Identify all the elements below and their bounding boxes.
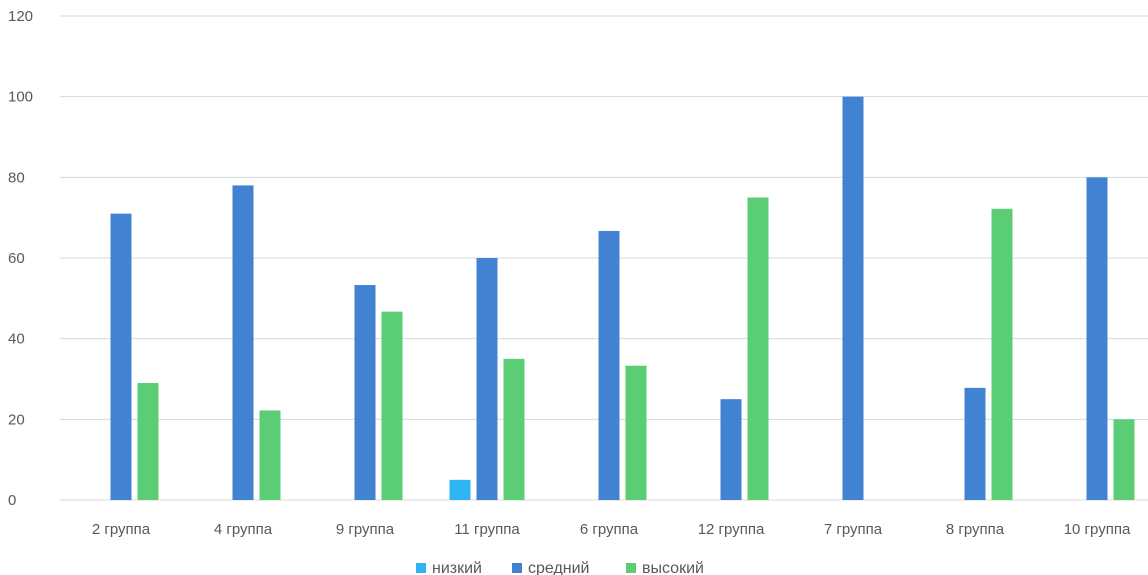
bar-высокий-2 — [259, 410, 281, 500]
bar-высокий-8 — [991, 208, 1013, 500]
x-tick-label: 12 группа — [698, 521, 765, 538]
bar-высокий-5 — [625, 365, 647, 500]
y-tick-label: 100 — [8, 89, 33, 106]
legend-swatch-высокий — [626, 563, 636, 573]
y-tick-label: 120 — [8, 8, 33, 25]
y-axis-ticks: 0 20 40 60 80 100 120 — [8, 8, 33, 509]
x-tick-label: 6 группа — [580, 521, 639, 538]
bar-средний-1 — [110, 213, 132, 500]
bar-средний-6 — [720, 399, 742, 500]
legend-label-низкий: низкий — [432, 560, 482, 575]
bar-высокий-9 — [1113, 419, 1135, 500]
bar-средний-3 — [354, 285, 376, 500]
bar-средний-7 — [842, 96, 864, 501]
y-tick-label: 80 — [8, 169, 25, 186]
bar-средний-2 — [232, 185, 254, 500]
x-tick-label: 11 группа — [454, 521, 520, 538]
bar-высокий-4 — [503, 358, 525, 500]
bar-высокий-3 — [381, 311, 403, 500]
bar-высокий-6 — [747, 197, 769, 500]
bar-средний-9 — [1086, 177, 1108, 501]
bar-средний-8 — [964, 387, 986, 500]
bars — [110, 96, 1135, 501]
y-tick-label: 0 — [8, 492, 16, 509]
bar-средний-4 — [476, 258, 498, 500]
legend-swatch-низкий — [416, 563, 426, 573]
bar-высокий-1 — [137, 383, 159, 500]
legend-label-высокий: высокий — [642, 560, 704, 575]
x-tick-label: 4 группа — [214, 521, 273, 538]
x-tick-label: 10 группа — [1064, 521, 1131, 538]
legend-swatch-средний — [512, 563, 522, 573]
x-tick-label: 7 группа — [824, 521, 883, 538]
x-axis-ticks: 2 группа 4 группа 9 группа 11 группа 6 групп… — [92, 521, 1131, 538]
bar-средний-5 — [598, 230, 620, 500]
bar-низкий-4 — [449, 479, 471, 500]
y-tick-label: 40 — [8, 331, 25, 348]
x-tick-label: 2 группа — [92, 521, 151, 538]
legend: низкий средний высокий — [416, 560, 704, 575]
y-tick-label: 20 — [8, 411, 25, 428]
x-tick-label: 8 группа — [946, 521, 1005, 538]
legend-label-средний: средний — [528, 560, 590, 575]
x-tick-label: 9 группа — [336, 521, 395, 538]
y-tick-label: 60 — [8, 250, 25, 267]
